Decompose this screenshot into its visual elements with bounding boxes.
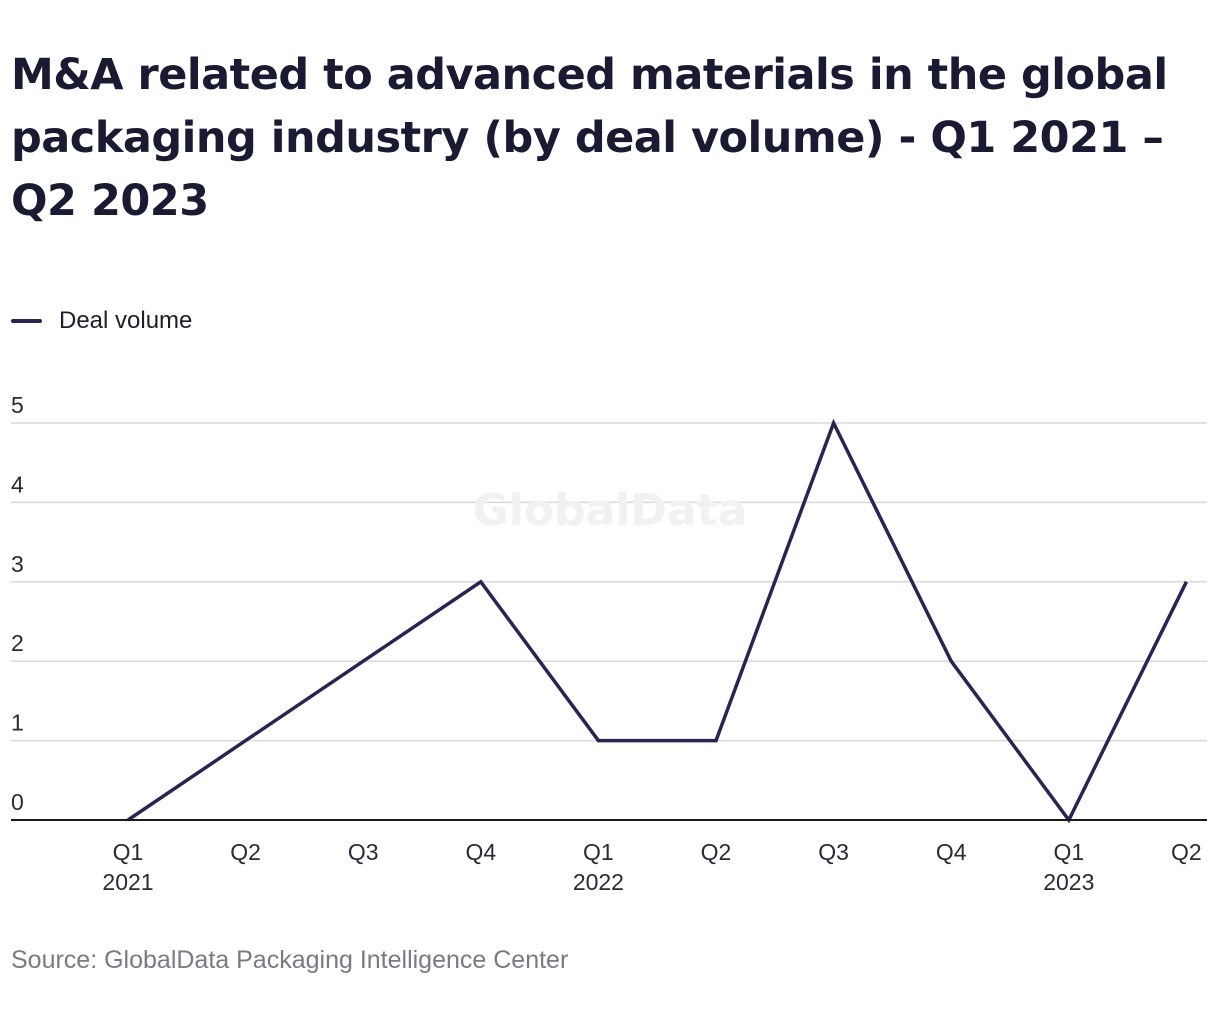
x-tick-label-9: Q2	[1171, 839, 1202, 865]
x-tick-label-1: Q2	[230, 839, 261, 865]
legend: Deal volume	[11, 306, 192, 336]
x-tick-label-8: Q1	[1053, 839, 1084, 865]
y-tick-label-5: 5	[11, 392, 24, 418]
x-tick-label-7: Q4	[936, 839, 967, 865]
legend-swatch-deal-volume	[11, 319, 42, 323]
legend-label-deal-volume: Deal volume	[59, 307, 193, 334]
y-tick-label-1: 1	[11, 710, 24, 736]
chart-title: M&A related to advanced materials in the…	[11, 50, 1168, 226]
x-axis-ticks: Q1 2021 Q2 Q3 Q4 Q1 2022 Q2 Q3 Q4 Q1 2023 Q2	[102, 839, 1201, 895]
x-year-label-2022: 2022	[573, 869, 624, 895]
source-note: Source: GlobalData Packaging Intelligenc…	[11, 946, 569, 974]
x-tick-label-5: Q2	[701, 839, 732, 865]
watermark: GlobalData	[473, 485, 748, 536]
x-tick-label-4: Q1	[583, 839, 614, 865]
y-axis-ticks: 0 1 2 3 4 5	[11, 392, 24, 815]
y-tick-label-3: 3	[11, 551, 24, 577]
x-tick-label-0: Q1	[113, 839, 144, 865]
line-chart: GlobalData 0 1 2 3 4 5 Q1 2021 Q2 Q3 Q4 Q1 2022 Q2 Q3…	[11, 392, 1207, 895]
x-tick-label-2: Q3	[348, 839, 379, 865]
x-year-label-2023: 2023	[1043, 869, 1094, 895]
x-tick-label-3: Q4	[465, 839, 496, 865]
x-year-label-2021: 2021	[102, 869, 153, 895]
y-tick-label-2: 2	[11, 630, 24, 656]
gridlines	[11, 422, 1207, 742]
y-tick-label-0: 0	[11, 789, 24, 815]
y-tick-label-4: 4	[11, 471, 24, 497]
series-layer	[127, 418, 1188, 824]
series-line-deal-volume	[127, 418, 1188, 824]
x-tick-label-6: Q3	[818, 839, 849, 865]
